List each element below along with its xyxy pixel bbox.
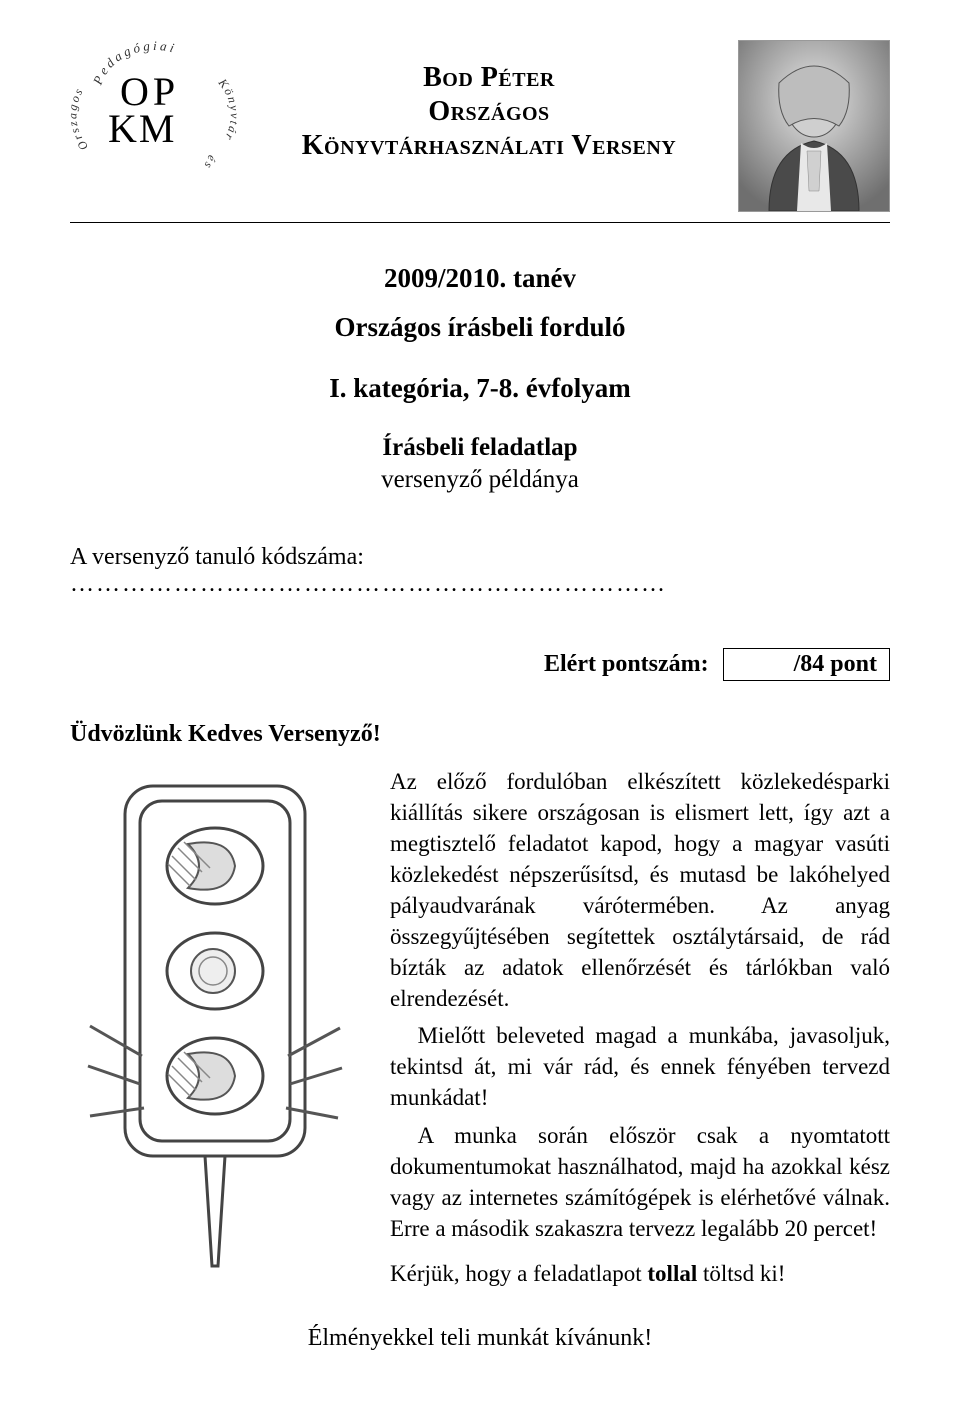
page: Pedagógiai Könyvtár és Múzeum Országos O…: [0, 0, 960, 1392]
round-name: Országos írásbeli forduló: [70, 312, 890, 343]
header-divider: [70, 222, 890, 223]
intro-text: Az előző fordulóban elkészített közleked…: [390, 766, 890, 1295]
title-block: Bod Péter Országos Könyvtárhasználati Ve…: [240, 40, 738, 164]
title-line-2: Országos: [240, 96, 738, 128]
bod-peter-portrait: [738, 40, 890, 212]
category-line: I. kategória, 7-8. évfolyam: [70, 373, 890, 404]
svg-text:és Múzeum: és Múzeum: [152, 153, 219, 170]
greeting: Üdvözlünk Kedves Versenyző!: [70, 721, 890, 748]
p4-suffix: töltsd ki!: [697, 1261, 785, 1286]
opkm-logo: Pedagógiai Könyvtár és Múzeum Országos O…: [70, 40, 240, 170]
logo-arc-left-text: Országos: [70, 84, 91, 153]
p4-bold: tollal: [647, 1261, 697, 1286]
student-code-label: A versenyző tanuló kódszáma:: [70, 544, 364, 570]
school-year: 2009/2010. tanév: [70, 263, 890, 294]
p4-prefix: Kérjük, hogy a feladatlapot: [390, 1261, 647, 1286]
logo-arc-bottom-text: és Múzeum: [152, 153, 219, 170]
body-row: Az előző fordulóban elkészített közleked…: [70, 766, 890, 1295]
student-code-dots: …………………………………………………………...: [70, 571, 666, 597]
student-code-line: A versenyző tanuló kódszáma: ………………………………: [70, 544, 890, 598]
subtitle-1: Írásbeli feladatlap: [70, 434, 890, 462]
logo-letters-bottom: KM: [108, 106, 176, 151]
score-box: /84 pont: [723, 648, 890, 681]
title-line-1: Bod Péter: [240, 62, 738, 94]
svg-text:Könyvtár: Könyvtár: [215, 75, 240, 144]
intro-paragraph-2: Mielőtt beleveted magad a munkába, javas…: [390, 1020, 890, 1113]
meta-block: 2009/2010. tanév Országos írásbeli fordu…: [70, 263, 890, 494]
header-row: Pedagógiai Könyvtár és Múzeum Országos O…: [70, 40, 890, 212]
score-label: Elért pontszám:: [544, 651, 709, 677]
intro-paragraph-1: Az előző fordulóban elkészített közleked…: [390, 766, 890, 1014]
subtitle-2: versenyző példánya: [70, 466, 890, 494]
intro-paragraph-4: Kérjük, hogy a feladatlapot tollal tölts…: [390, 1258, 890, 1289]
score-total: /84 pont: [794, 651, 877, 677]
intro-paragraph-3: A munka során először csak a nyomtatott …: [390, 1120, 890, 1244]
svg-text:Országos: Országos: [70, 84, 91, 153]
score-row: Elért pontszám: /84 pont: [70, 648, 890, 681]
logo-arc-right-text: Könyvtár: [215, 75, 240, 144]
railway-signal-illustration: [70, 766, 360, 1291]
title-line-3: Könyvtárhasználati Verseny: [240, 130, 738, 162]
closing-line: Élményekkel teli munkát kívánunk!: [70, 1325, 890, 1352]
